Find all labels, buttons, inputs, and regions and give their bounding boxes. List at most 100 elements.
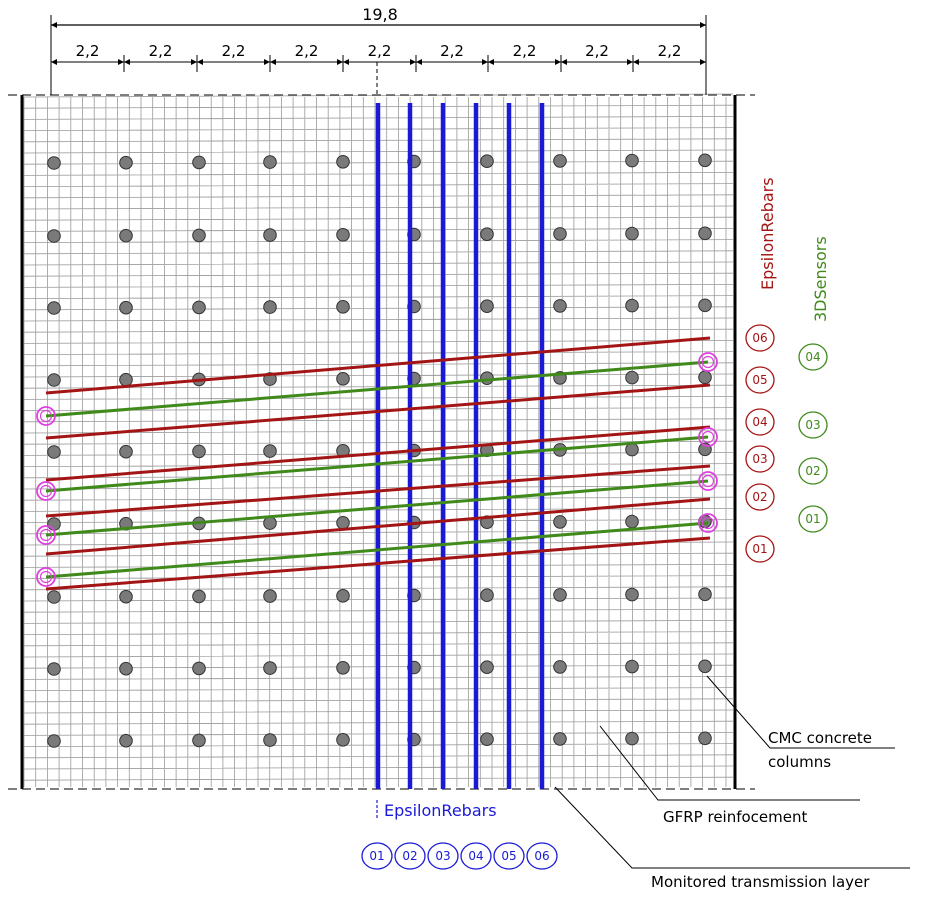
cmc-callout-line2: columns [768,753,831,771]
column-dot [263,444,277,458]
green-sensor-line [45,360,709,418]
column-dot [47,229,61,243]
column-dot [192,155,206,170]
column-dot [263,661,277,675]
sensor-end-marker-inner [701,516,715,530]
column-dot [263,733,277,747]
segment-dimension-label: 2,2 [513,42,537,60]
column-dot [625,587,639,602]
sensor-end-marker-inner [701,430,715,444]
green-sensor-id-circle [798,457,828,485]
column-dot [480,227,494,241]
3d-sensors-side-label: 3DSensors [811,236,830,322]
red-rebar-id-label: 04 [752,415,767,429]
green-sensor-id-circle [798,343,828,371]
blue-rebar-id-circle [493,842,525,870]
sensor-end-marker-inner [701,474,715,488]
green-sensor-id-label: 02 [805,464,820,478]
column-dot [698,226,712,241]
green-sensor-id-label: 03 [805,418,820,432]
column-dot [336,661,350,675]
green-sensor-line [45,435,709,493]
blue-rebar-id-circle [526,842,558,870]
sensor-end-marker [36,525,56,545]
column-dot [47,301,61,315]
green-sensor-id-label: 01 [805,512,820,526]
green-sensor-id-circle [798,505,828,533]
red-rebar-id-label: 03 [752,452,767,466]
column-dot [119,300,133,315]
sensor-end-marker [698,471,718,491]
red-rebar-id-circle [745,366,775,394]
red-rebar-id-label: 02 [752,490,767,504]
column-dot [625,659,639,674]
column-dot [480,660,494,675]
segment-dimension-label: 2,2 [149,42,173,60]
column-dot [336,155,350,169]
segment-dimension-label: 2,2 [585,42,609,60]
blue-rebar-id-label: 06 [534,849,549,863]
column-dot [192,228,206,243]
column-dot [480,588,494,603]
column-dot [192,444,206,459]
red-rebar-line [45,425,711,482]
red-rebar-id-circle [745,483,775,511]
column-dot [263,300,277,314]
column-dot [192,589,206,604]
epsilon-rebars-side-label: EpsilonRebars [758,177,777,290]
column-dot [698,587,712,602]
column-dot [553,660,567,674]
sensor-end-marker [36,406,56,426]
column-dot [47,517,61,531]
red-rebar-line [45,464,711,518]
green-sensor-id-label: 04 [805,350,820,364]
blue-rebar-id-circle [460,842,492,870]
column-dot [698,370,712,385]
column-dot [192,733,206,748]
segment-dimension-label: 2,2 [295,42,319,60]
column-dot [263,228,277,242]
column-dot [698,731,712,746]
sensor-end-marker [698,427,718,447]
red-rebar-id-circle [745,535,775,563]
column-dot [263,589,277,603]
blue-rebar-id-label: 02 [402,849,417,863]
column-dot [625,298,639,313]
sensor-end-marker [698,352,718,372]
red-rebar-line [45,536,711,591]
blue-rebar-id-badges: 01 02 03 04 05 06 [361,842,558,870]
blue-rebar-id-circle [427,842,459,870]
blue-rebar-id-circle [394,842,426,870]
red-rebar-id-circle [745,324,775,352]
column-dot [480,732,494,747]
green-sensor-line [45,479,709,537]
segment-dimensions: 2,2 2,2 2,2 2,2 2,2 2,2 2,2 2,2 2,2 [50,42,707,72]
column-dot [553,299,567,313]
red-rebar-id-label: 01 [752,542,767,556]
column-dot [263,155,277,169]
epsilon-rebars-bottom-label: EpsilonRebars [384,801,497,820]
column-dot [625,442,639,457]
gfrp-callout-label: GFRP reinfocement [663,808,808,826]
red-rebar-line [45,336,711,395]
sensor-end-marker-inner [39,570,53,584]
column-dot [336,228,350,242]
column-dot [625,514,639,529]
sensor-end-marker [36,567,56,587]
column-dot [698,298,712,313]
red-rebar-id-label: 05 [752,373,767,387]
cmc-columns [47,153,712,748]
sensor-end-marker [36,481,56,501]
monitored-callout-label: Monitored transmission layer [651,873,870,891]
cmc-leader-line [706,675,895,749]
column-dot [336,733,350,747]
red-rebar-id-label: 06 [752,331,767,345]
dimension-lines: 19,8 2,2 2,2 2,2 2,2 2,2 2,2 2,2 2,2 2,2 [50,5,707,95]
blue-rebar-id-circle [361,842,393,870]
column-dot [119,372,133,387]
column-dot [119,733,133,748]
segment-dimension-label: 2,2 [222,42,246,60]
total-dimension-label: 19,8 [362,5,398,24]
sensor-end-marker-inner [39,528,53,542]
column-dot [119,444,133,459]
